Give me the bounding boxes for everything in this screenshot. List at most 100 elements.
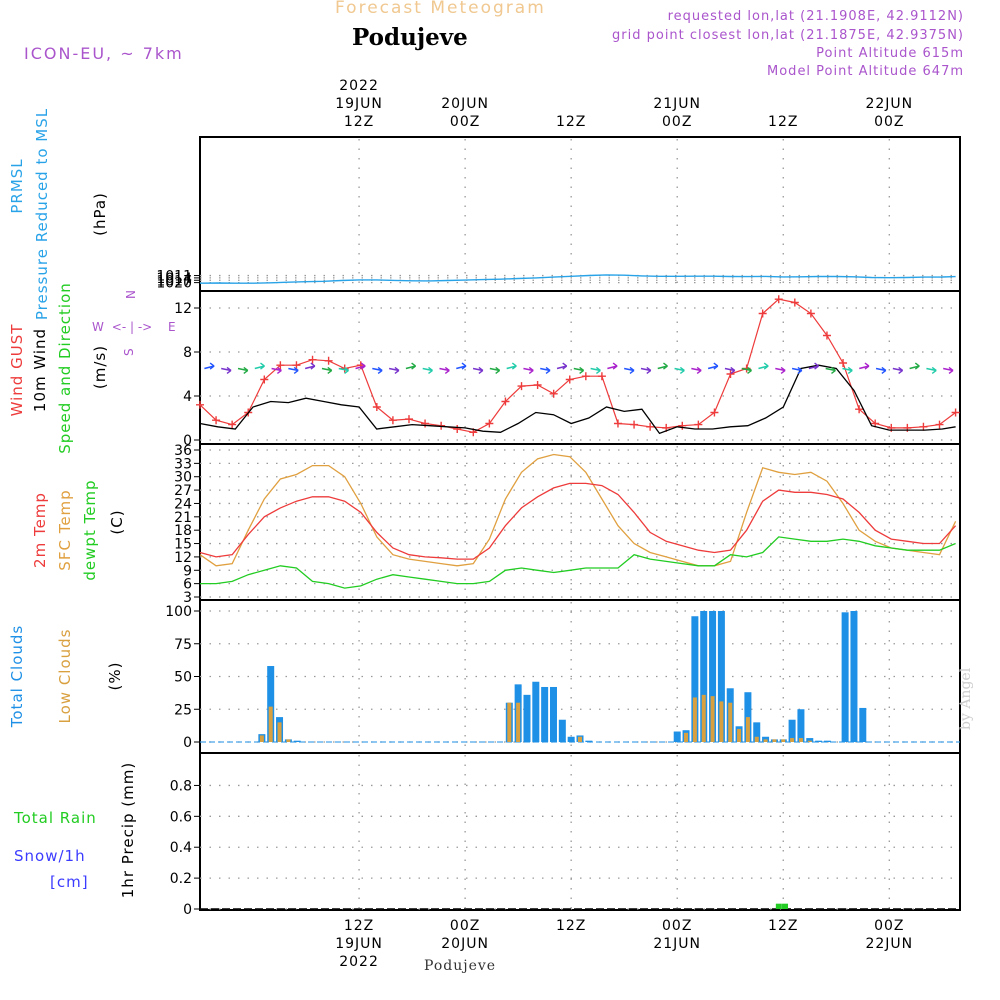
snow-unit: [cm] xyxy=(50,873,89,891)
wind-direction-arrow xyxy=(590,367,601,372)
gust-marker xyxy=(839,359,848,367)
gust-marker xyxy=(372,403,381,411)
time-label-top: 2022 xyxy=(339,78,379,94)
compass-s: S xyxy=(122,348,136,356)
total-cloud-bar xyxy=(823,740,831,742)
wind-arrow-head xyxy=(797,366,803,375)
gust-marker xyxy=(694,420,703,429)
point-altitude: Point Altitude 615m xyxy=(816,46,964,61)
gust-marker xyxy=(710,408,719,417)
pressure-line xyxy=(199,274,956,284)
pressure-label-1: PRMSL xyxy=(8,158,26,213)
panel-5: 0 0.2 0.4 0.6 0.8 xyxy=(170,752,961,918)
wind-arrow-head xyxy=(629,366,635,375)
wind-arrow-head xyxy=(612,362,618,370)
meteogram-title: Forecast Meteogram xyxy=(335,0,546,18)
wind-direction-arrow xyxy=(288,367,299,372)
y-tick-label: 3 xyxy=(183,590,192,606)
gust-marker xyxy=(855,405,864,414)
gust-marker xyxy=(485,419,494,428)
gust-marker xyxy=(581,372,590,381)
gust-marker xyxy=(758,309,767,318)
total-cloud-bar xyxy=(841,612,849,742)
y-tick-label: 100 xyxy=(165,604,192,620)
gust-marker xyxy=(324,356,333,365)
gust-marker xyxy=(196,400,204,409)
wind-direction-arrow xyxy=(540,367,551,372)
wind-direction-arrow xyxy=(825,367,836,372)
wind-arrow-head xyxy=(226,366,232,375)
time-label-bottom: 00Z xyxy=(450,918,480,934)
gust-marker xyxy=(935,420,944,429)
wind-arrow-head xyxy=(310,362,316,370)
low-cloud-bar xyxy=(259,735,264,742)
low-cloud-bar xyxy=(763,739,768,742)
gust-marker xyxy=(533,381,542,389)
compass-arrows: <- | -> xyxy=(112,320,152,334)
time-label-bottom: 2022 xyxy=(339,954,379,970)
wind-arrow-head xyxy=(747,366,752,375)
time-label-bottom: 12Z xyxy=(768,918,798,934)
snow-label: Snow/1h xyxy=(14,847,86,865)
y-tick-label: 15 xyxy=(174,537,192,553)
model-altitude: Model Point Altitude 647m xyxy=(767,64,964,79)
total-cloud-bar xyxy=(267,666,275,742)
total-cloud-bar xyxy=(700,611,708,742)
dewpt-label: dewpt Temp xyxy=(81,479,99,580)
gust-marker xyxy=(678,421,687,430)
model-label: ICON-EU, ~ 7km xyxy=(24,44,184,63)
wind-arrow-head xyxy=(243,366,249,375)
low-cloud-bar xyxy=(286,739,291,742)
wind-arrow-head xyxy=(730,366,736,375)
wind-direction-arrow xyxy=(640,367,651,372)
pressure-unit: (hPa) xyxy=(91,192,109,236)
wind-direction-arrow xyxy=(388,367,400,372)
panel-frame xyxy=(199,752,961,911)
low-cloud-bar xyxy=(578,736,582,742)
wind-arrow-head xyxy=(847,366,853,375)
wind-direction-arrow xyxy=(321,367,332,372)
y-tick-label: 12 xyxy=(174,301,192,317)
gust-marker xyxy=(565,375,574,384)
y-tick-label: 0.4 xyxy=(170,840,192,856)
time-label-top: 12Z xyxy=(344,114,374,130)
low-cloud-bar xyxy=(701,694,706,742)
wind-arrow-head xyxy=(646,366,652,375)
wind-direction-arrow xyxy=(875,367,887,372)
y-tick-label: 12 xyxy=(174,550,192,566)
time-label-top: 00Z xyxy=(874,114,904,130)
time-label-top: 00Z xyxy=(450,114,480,130)
wind-arrow-head xyxy=(679,366,685,375)
total-cloud-bar xyxy=(859,707,867,742)
wind-arrow-head xyxy=(528,366,534,375)
time-label-bottom: 21JUN xyxy=(653,936,701,952)
pressure-label-2: Pressure Reduced to MSL xyxy=(33,108,51,320)
panel-frame xyxy=(199,136,961,292)
wind-arrow-head xyxy=(511,362,517,370)
location-title: Podujeve xyxy=(352,24,468,51)
wind-arrow-head xyxy=(360,362,366,370)
low-cloud-bar xyxy=(798,738,803,742)
wind-arrow-head xyxy=(495,366,501,375)
temp-unit: (C) xyxy=(108,509,126,534)
rain-bar xyxy=(782,903,789,909)
wind-arrow-head xyxy=(461,362,467,370)
gust-marker xyxy=(774,295,783,304)
wind-arrow-head xyxy=(327,366,333,375)
wind-direction-arrow xyxy=(926,367,937,372)
total-cloud-bar xyxy=(850,611,858,742)
low-cloud-bar xyxy=(719,701,724,742)
gust-marker xyxy=(228,420,237,429)
gust-marker xyxy=(613,419,622,428)
wind-arrow-head xyxy=(545,366,551,375)
time-label-bottom: 12Z xyxy=(556,918,586,934)
t2m-line xyxy=(199,482,957,560)
gust-label: Wind GUST xyxy=(8,324,26,417)
low-cloud-bar xyxy=(781,739,786,742)
low-cloud-bar xyxy=(516,702,521,742)
total-cloud-bar xyxy=(293,740,301,742)
y-tick-label: 21 xyxy=(174,510,192,526)
wind-arrow-head xyxy=(814,362,819,370)
